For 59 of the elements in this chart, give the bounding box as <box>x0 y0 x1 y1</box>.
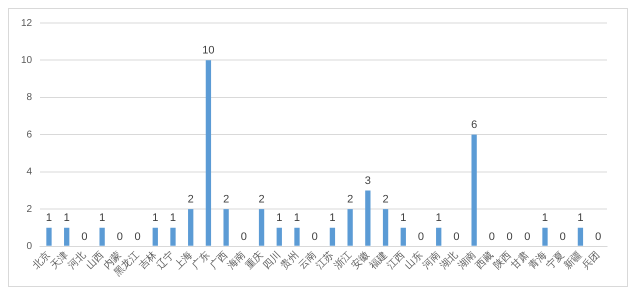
data-label: 1 <box>400 212 406 224</box>
data-label: 0 <box>595 230 602 243</box>
data-label: 3 <box>364 175 371 188</box>
data-label: 0 <box>134 230 141 243</box>
bar <box>578 228 584 246</box>
data-label: 2 <box>223 194 230 206</box>
data-label: 1 <box>542 212 548 224</box>
y-tick-label: 6 <box>26 129 33 140</box>
data-label: 1 <box>170 212 176 224</box>
data-label: 2 <box>188 194 194 206</box>
bar <box>223 209 229 246</box>
bar <box>152 228 158 246</box>
data-label: 0 <box>312 230 318 243</box>
bar <box>64 228 70 246</box>
data-label: 1 <box>436 212 442 224</box>
bar <box>365 190 371 246</box>
bar <box>46 228 52 246</box>
bar <box>347 209 353 246</box>
data-label: 1 <box>294 212 300 224</box>
bar <box>99 228 105 246</box>
data-label: 1 <box>46 212 52 224</box>
y-tick-label: 4 <box>26 166 33 178</box>
data-label: 2 <box>382 194 389 206</box>
bar <box>382 209 388 246</box>
data-label: 0 <box>116 230 123 243</box>
bar <box>206 60 212 246</box>
data-label: 0 <box>240 230 247 243</box>
data-label: 1 <box>152 212 158 224</box>
data-label: 1 <box>577 212 584 224</box>
y-tick-label: 10 <box>21 54 33 66</box>
data-label: 0 <box>524 230 530 243</box>
bar <box>258 209 264 246</box>
data-label: 0 <box>418 230 424 243</box>
data-label: 6 <box>471 119 478 132</box>
data-label: 10 <box>202 44 215 57</box>
data-label: 0 <box>453 230 460 243</box>
bar <box>170 228 176 246</box>
bar <box>276 228 282 246</box>
bar <box>400 228 406 246</box>
data-label: 0 <box>506 230 513 243</box>
bar <box>436 228 442 246</box>
y-tick-label: 8 <box>26 92 33 104</box>
bar <box>471 134 477 246</box>
data-label: 2 <box>347 194 354 206</box>
y-tick-label: 2 <box>26 204 33 215</box>
data-label: 1 <box>64 212 70 224</box>
y-tick-label: 0 <box>26 241 33 252</box>
bar <box>294 228 300 246</box>
data-label: 1 <box>329 212 336 224</box>
bar <box>542 228 548 246</box>
data-label: 1 <box>99 212 106 224</box>
data-label: 1 <box>276 212 282 224</box>
data-label: 0 <box>488 230 495 243</box>
bar <box>188 209 194 246</box>
bar <box>330 228 336 246</box>
data-label: 0 <box>560 230 566 243</box>
data-label: 0 <box>81 230 88 243</box>
y-tick-label: 12 <box>21 18 33 29</box>
data-label: 2 <box>258 194 265 206</box>
